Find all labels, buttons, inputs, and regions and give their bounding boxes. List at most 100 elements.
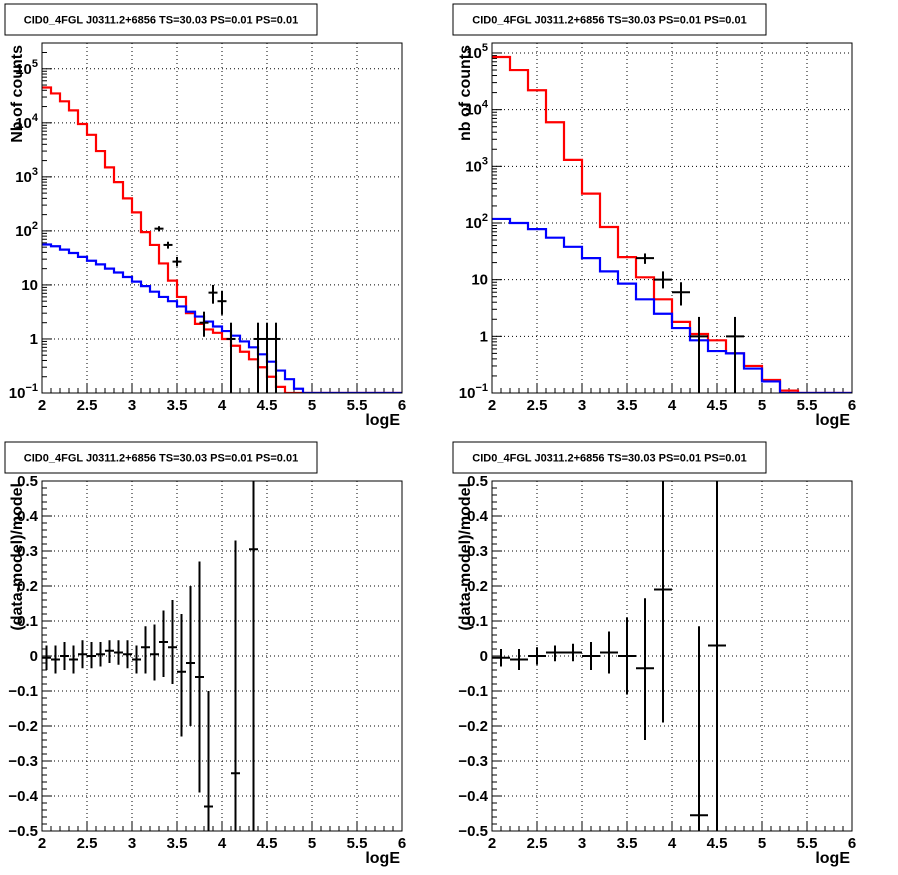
x-tick-label: 3 bbox=[578, 835, 586, 852]
data-point bbox=[51, 645, 60, 674]
data-point bbox=[154, 226, 164, 232]
x-tick-label: 3.5 bbox=[167, 835, 188, 852]
x-tick-label: 2.5 bbox=[77, 397, 98, 414]
y-tick-label: 105 bbox=[465, 42, 488, 62]
model-histogram-blue bbox=[492, 217, 852, 393]
plot-area bbox=[492, 55, 852, 393]
data-point bbox=[168, 600, 177, 684]
data-point bbox=[78, 640, 87, 669]
x-tick-label: 2.5 bbox=[527, 397, 548, 414]
x-tick-label: 3.5 bbox=[617, 835, 638, 852]
data-point bbox=[60, 642, 69, 670]
x-tick-label: 4 bbox=[668, 397, 677, 414]
x-tick-label: 3 bbox=[128, 397, 136, 414]
data-point bbox=[510, 649, 528, 670]
x-tick-label: 4 bbox=[668, 835, 677, 852]
data-point bbox=[262, 322, 272, 393]
model-histogram-red bbox=[492, 55, 852, 393]
y-tick-label: 0.2 bbox=[467, 578, 488, 595]
chart-title: CID0_4FGL J0311.2+6856 TS=30.03 PS=0.01 … bbox=[472, 15, 746, 27]
y-tick-label: 1 bbox=[480, 328, 488, 345]
y-tick-label: −0.4 bbox=[8, 788, 38, 805]
x-tick-label: 2 bbox=[488, 835, 496, 852]
y-tick-label: 0.5 bbox=[467, 473, 488, 490]
x-tick-label: 2.5 bbox=[77, 835, 98, 852]
y-tick-label: 102 bbox=[15, 220, 38, 240]
data-point bbox=[636, 598, 654, 740]
data-point bbox=[600, 631, 618, 674]
y-tick-label: −0.5 bbox=[8, 823, 38, 840]
plot-frame bbox=[41, 480, 403, 832]
y-tick-label: 104 bbox=[15, 112, 39, 132]
data-point bbox=[564, 643, 582, 662]
model-histogram-blue bbox=[42, 243, 402, 393]
x-tick-label: 3 bbox=[128, 835, 136, 852]
y-tick-label: 1 bbox=[30, 331, 38, 348]
plot-frame bbox=[491, 480, 853, 832]
grid bbox=[42, 43, 402, 393]
plot-area bbox=[492, 481, 726, 831]
data-point bbox=[195, 561, 204, 793]
x-tick-label: 5.5 bbox=[347, 397, 368, 414]
x-tick-label: 4 bbox=[218, 397, 227, 414]
x-tick-label: 5.5 bbox=[347, 835, 368, 852]
data-point bbox=[159, 610, 168, 677]
model-histogram-red bbox=[42, 86, 402, 393]
data-point bbox=[528, 647, 546, 665]
y-tick-label: −0.3 bbox=[8, 753, 38, 770]
chart-3: CID0_4FGL J0311.2+6856 TS=30.03 PS=0.01 … bbox=[4, 441, 406, 867]
x-tick-label: 5 bbox=[758, 397, 766, 414]
data-point bbox=[217, 290, 227, 315]
title-box bbox=[4, 3, 318, 36]
grid bbox=[42, 481, 402, 831]
data-point bbox=[150, 624, 159, 681]
y-tick-label: −0.2 bbox=[8, 718, 38, 735]
y-tick-label: 102 bbox=[465, 212, 488, 232]
x-tick-label: 4 bbox=[218, 835, 227, 852]
x-axis-label: logE bbox=[365, 850, 400, 867]
data-point bbox=[618, 617, 636, 695]
data-point bbox=[726, 316, 744, 393]
title-box bbox=[452, 441, 767, 474]
y-tick-label: 0.3 bbox=[17, 543, 38, 560]
y-tick-label: −0.5 bbox=[458, 823, 488, 840]
data-point bbox=[141, 626, 150, 674]
y-tick-label: 0.1 bbox=[17, 613, 38, 630]
x-tick-label: 3 bbox=[578, 397, 586, 414]
data-point bbox=[199, 311, 209, 337]
y-tick-label: 0.2 bbox=[17, 578, 38, 595]
grid bbox=[492, 43, 852, 393]
y-tick-label: −0.2 bbox=[458, 718, 488, 735]
data-point bbox=[249, 481, 258, 831]
x-axis-label: logE bbox=[365, 412, 400, 429]
x-tick-label: 4.5 bbox=[707, 835, 728, 852]
y-tick-label: 0.3 bbox=[467, 543, 488, 560]
x-tick-label: 2 bbox=[38, 835, 46, 852]
data-point bbox=[186, 586, 195, 726]
y-tick-label: 0.5 bbox=[17, 473, 38, 490]
x-axis-label: logE bbox=[815, 412, 850, 429]
y-tick-label: −0.1 bbox=[8, 683, 38, 700]
y-axis-label: (data-model)/model bbox=[457, 483, 474, 631]
y-tick-label: 10 bbox=[471, 272, 488, 289]
y-tick-label: 10−1 bbox=[9, 382, 38, 402]
y-tick-label: 10−1 bbox=[459, 382, 488, 402]
x-tick-label: 4.5 bbox=[257, 397, 278, 414]
x-tick-label: 6 bbox=[848, 835, 856, 852]
data-point bbox=[672, 282, 690, 306]
data-point bbox=[708, 481, 726, 831]
y-tick-label: 105 bbox=[15, 58, 38, 78]
data-point bbox=[654, 481, 672, 723]
y-tick-label: 0.4 bbox=[17, 508, 39, 525]
x-tick-label: 3.5 bbox=[617, 397, 638, 414]
grid bbox=[492, 481, 852, 831]
x-tick-label: 2 bbox=[38, 397, 46, 414]
y-tick-label: 103 bbox=[465, 155, 488, 175]
data-point bbox=[690, 626, 708, 831]
plot-frame bbox=[491, 42, 853, 394]
data-point bbox=[123, 640, 132, 669]
chart-title: CID0_4FGL J0311.2+6856 TS=30.03 PS=0.01 … bbox=[472, 453, 746, 465]
y-tick-label: −0.4 bbox=[458, 788, 488, 805]
data-point bbox=[636, 253, 654, 264]
